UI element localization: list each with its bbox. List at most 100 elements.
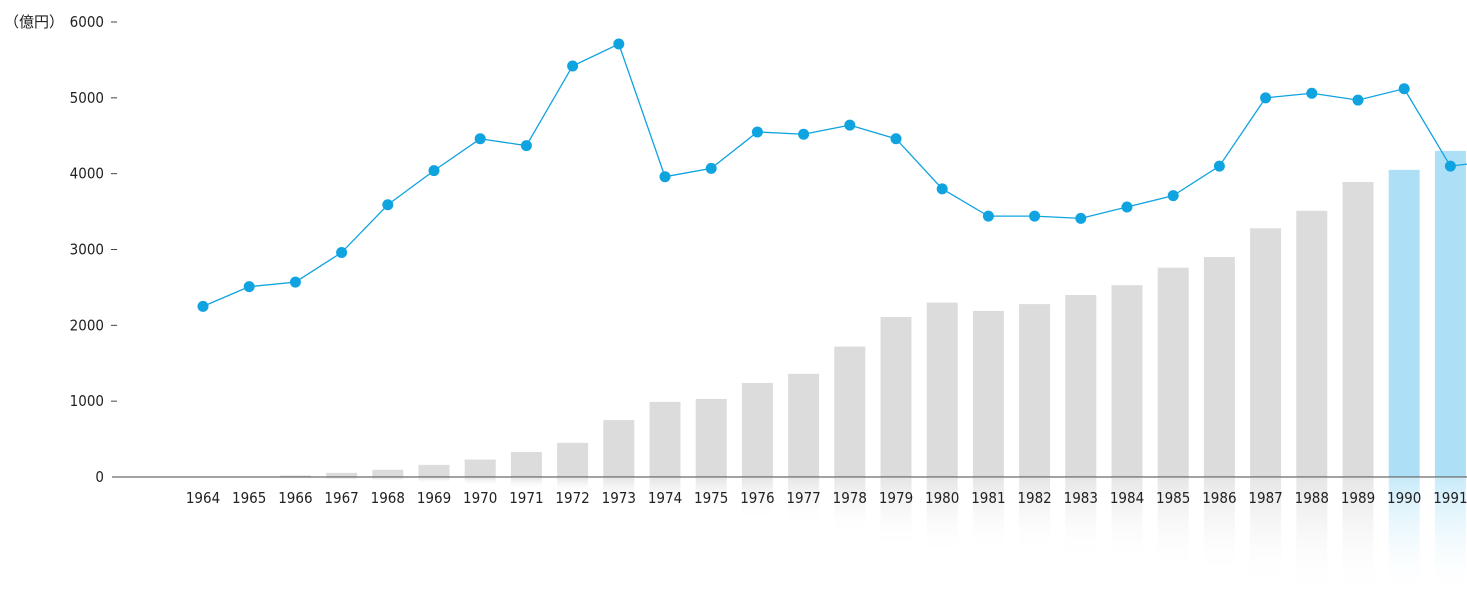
x-tick-label: 1965	[232, 489, 266, 507]
line-point	[659, 171, 671, 183]
bar	[926, 302, 958, 477]
bar	[788, 373, 820, 477]
x-tick-label: 1964	[186, 489, 220, 507]
line-point	[474, 133, 486, 145]
bar	[1388, 169, 1420, 477]
line-points	[197, 38, 1456, 312]
x-tick-label: 1989	[1341, 489, 1375, 507]
y-tick-label: 5000	[70, 89, 104, 107]
bar	[834, 346, 866, 477]
x-tick-label: 1982	[1017, 489, 1051, 507]
x-tick-label: 1969	[417, 489, 451, 507]
y-tick-label: 6000	[70, 13, 104, 31]
bar-reflection	[741, 478, 773, 521]
bar	[972, 310, 1004, 477]
bar-reflection	[926, 478, 958, 557]
bar-reflection	[372, 478, 404, 482]
bar	[418, 464, 450, 477]
x-axis-labels: 1964 1965 1966 1967 1968 1969 1970 1971 1972 1973…	[186, 489, 1467, 507]
y-tick-label: 2000	[70, 316, 104, 334]
y-unit-label: （億円）	[4, 13, 64, 31]
y-tick-label: 4000	[70, 165, 104, 183]
line-point	[243, 281, 255, 293]
bar	[1342, 182, 1374, 477]
bar-reflection	[603, 478, 635, 504]
bar-reflection	[880, 478, 912, 551]
line-point	[1398, 83, 1410, 95]
bar	[1250, 228, 1282, 477]
line-point	[1075, 212, 1087, 224]
line-point	[844, 119, 856, 131]
x-tick-label: 1973	[602, 489, 636, 507]
bar	[464, 459, 496, 477]
line-point	[1306, 87, 1318, 99]
x-tick-label: 1984	[1110, 489, 1144, 507]
bar-reflection	[279, 478, 311, 479]
line-point	[613, 38, 625, 50]
x-tick-label: 1977	[786, 489, 820, 507]
bar-reflection	[649, 478, 681, 512]
bar-reflection	[695, 478, 727, 514]
bar	[695, 398, 727, 477]
x-tick-label: 1985	[1156, 489, 1190, 507]
bar	[557, 442, 589, 477]
line-point	[798, 128, 810, 140]
x-tick-label: 1974	[648, 489, 682, 507]
bars	[279, 150, 1466, 477]
bar	[603, 420, 635, 477]
bar-reflection	[1342, 478, 1374, 597]
y-axis: 0 1000 2000 3000 4000 5000 6000	[70, 13, 117, 486]
bar-reflection	[418, 478, 450, 484]
bar-reflection	[510, 478, 542, 490]
line-point	[197, 300, 209, 312]
bar-reflection	[1065, 478, 1097, 560]
x-tick-label: 1971	[509, 489, 543, 507]
bar-reflection	[788, 478, 820, 525]
x-tick-label: 1976	[740, 489, 774, 507]
bar	[649, 401, 681, 477]
y-tick-label: 0	[95, 468, 104, 486]
bar	[1157, 267, 1189, 477]
bar	[1019, 304, 1051, 477]
line-point	[520, 140, 532, 152]
line-point	[751, 126, 763, 138]
bar	[741, 382, 773, 477]
bar-reflection	[326, 478, 358, 480]
x-tick-label: 1983	[1064, 489, 1098, 507]
line-point	[428, 165, 440, 177]
line-point	[1029, 210, 1041, 222]
y-tick-label: 3000	[70, 241, 104, 259]
line-point	[1352, 94, 1364, 106]
x-tick-label: 1980	[925, 489, 959, 507]
line-point	[936, 183, 948, 195]
x-tick-label: 1988	[1295, 489, 1329, 507]
bar-reflection	[557, 478, 589, 494]
bar-reflection	[1250, 478, 1282, 590]
bar	[279, 475, 311, 477]
x-tick-label: 1981	[971, 489, 1005, 507]
x-tick-label: 1968	[371, 489, 405, 507]
x-tick-label: 1972	[555, 489, 589, 507]
line-point	[567, 60, 579, 72]
bar	[326, 472, 358, 477]
bar-reflection	[464, 478, 496, 486]
line-point	[1121, 201, 1133, 213]
x-tick-label: 1966	[278, 489, 312, 507]
bar	[510, 451, 542, 477]
bar-reflection	[1111, 478, 1143, 565]
bar-reflection	[834, 478, 866, 537]
x-tick-label: 1975	[694, 489, 728, 507]
bar	[880, 316, 912, 477]
bar	[1434, 150, 1466, 477]
bar-reflections	[279, 478, 1466, 597]
bar	[1203, 257, 1235, 477]
line-point	[1213, 160, 1225, 172]
line-point	[1444, 160, 1456, 172]
line-point	[982, 210, 994, 222]
line-point	[1260, 92, 1272, 104]
bar	[1065, 295, 1097, 477]
bar-reflection	[1019, 478, 1051, 556]
x-tick-label: 1978	[833, 489, 867, 507]
x-tick-label: 1967	[324, 489, 358, 507]
